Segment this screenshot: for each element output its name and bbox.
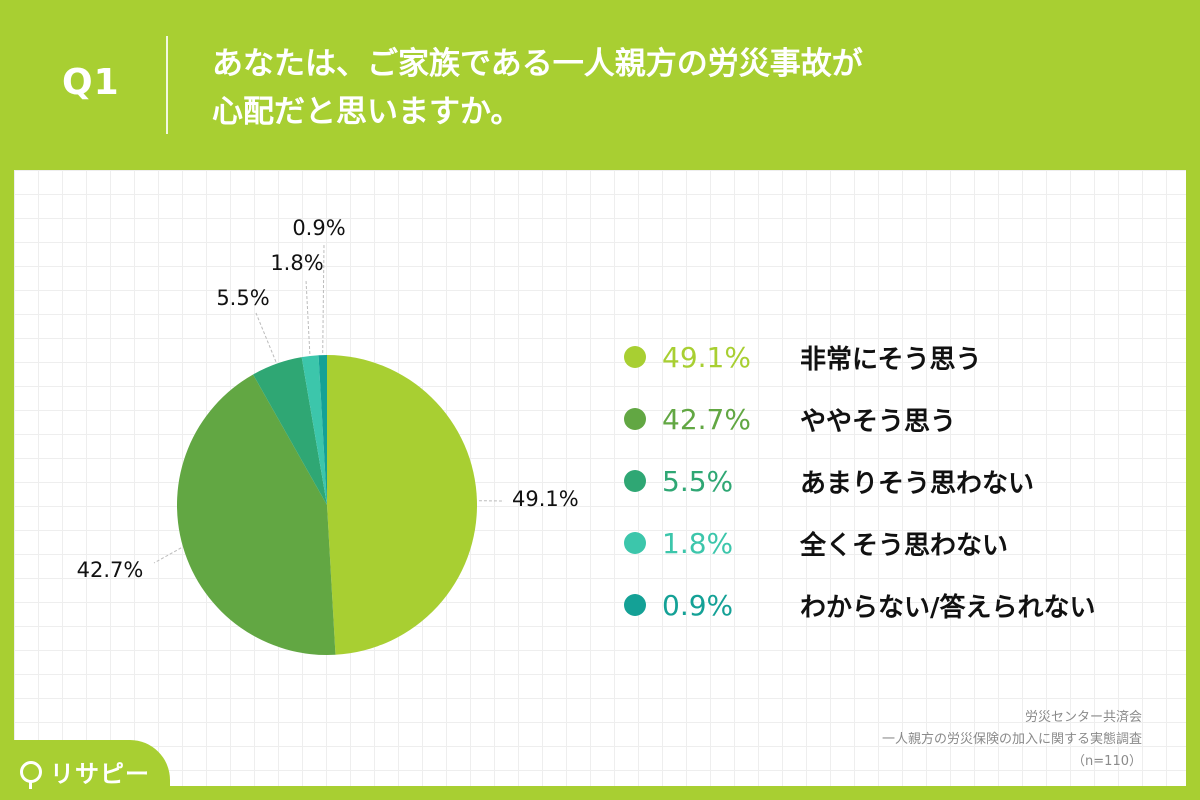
- source-survey: 一人親方の労災保険の加入に関する実態調査: [881, 732, 1142, 747]
- data-label-4: 0.9%: [292, 216, 345, 240]
- legend-item-dont-know: 0.9% わからない/答えられない: [624, 574, 1096, 636]
- legend-label-dont-know: わからない/答えられない: [800, 592, 1096, 623]
- leader-line-3: [305, 279, 311, 354]
- legend-percent-not-at-all-worried: 1.8%: [662, 526, 734, 560]
- source-org: 労災センター共済会: [1024, 710, 1142, 725]
- legend-item-not-very-worried: 5.5% あまりそう思わない: [624, 450, 1096, 512]
- brand-logo: リサピー: [20, 754, 150, 789]
- question-title-line-1: あなたは、ご家族である一人親方の労災事故が: [212, 46, 863, 82]
- pie-slice-1: [177, 374, 336, 655]
- legend: 49.1% 非常にそう思う 42.7% ややそう思う 5.5% あまりそう思わな…: [624, 326, 1096, 636]
- question-title-line-2: 心配だと思いますか。: [212, 94, 522, 130]
- pie-chart: 49.1% 42.7% 5.5%1.8% 0.9%: [77, 216, 579, 655]
- legend-percent-very-worried: 49.1%: [662, 340, 751, 374]
- chart-card: 49.1% 42.7% 5.5% 1.8% 0.9% 49.1% 非常にそう思う 42.…: [14, 170, 1186, 786]
- legend-percent-dont-know: 0.9%: [662, 588, 734, 622]
- legend-dot-not-at-all-worried: [624, 532, 646, 554]
- legend-percent-somewhat-worried: 42.7%: [662, 402, 751, 436]
- data-label-3: 1.8%: [270, 251, 323, 275]
- pie-slice-4: [318, 355, 327, 505]
- header: Q1 あなたは、ご家族である一人親方の労災事故が 心配だと思いますか。: [0, 0, 1200, 170]
- question-title: あなたは、ご家族である一人親方の労災事故が 心配だと思いますか。: [212, 40, 1152, 136]
- legend-dot-very-worried: [624, 346, 646, 368]
- pin-icon: [20, 760, 42, 789]
- data-label-1: 42.7%: [77, 558, 144, 582]
- legend-item-somewhat-worried: 42.7% ややそう思う: [624, 388, 1096, 450]
- source-note: 労災センター共済会 一人親方の労災保険の加入に関する実態調査 （n=110）: [882, 707, 1142, 773]
- legend-dot-dont-know: [624, 594, 646, 616]
- pie-slice-3: [301, 355, 327, 505]
- legend-item-not-at-all-worried: 1.8% 全くそう思わない: [624, 512, 1096, 574]
- header-divider: [166, 36, 168, 134]
- legend-label-somewhat-worried: ややそう思う: [800, 406, 957, 437]
- legend-label-not-very-worried: あまりそう思わない: [800, 468, 1035, 499]
- legend-dot-not-very-worried: [624, 470, 646, 492]
- data-label-2: 5.5%: [216, 286, 269, 310]
- source-sample-size: （n=110）: [1072, 754, 1142, 769]
- leader-line-2: [255, 312, 277, 363]
- leader-line-1: [153, 547, 182, 564]
- legend-label-not-at-all-worried: 全くそう思わない: [800, 530, 1009, 561]
- question-number: Q1: [62, 62, 120, 103]
- pie-slice-0: [327, 355, 478, 655]
- leader-line-4: [322, 243, 325, 354]
- legend-dot-somewhat-worried: [624, 408, 646, 430]
- legend-percent-not-very-worried: 5.5%: [662, 464, 734, 498]
- data-label-0: 49.1%: [512, 487, 579, 511]
- pie-slice-2: [253, 357, 327, 505]
- legend-item-very-worried: 49.1% 非常にそう思う: [624, 326, 1096, 388]
- legend-label-very-worried: 非常にそう思う: [800, 344, 982, 375]
- brand-name: リサピー: [50, 760, 150, 788]
